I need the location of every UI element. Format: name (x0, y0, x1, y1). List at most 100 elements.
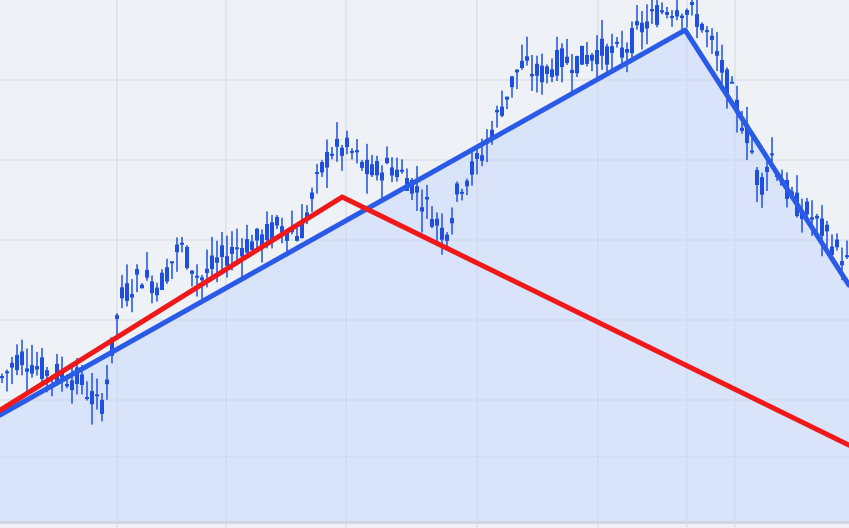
candle-body (745, 123, 749, 144)
candle-body (115, 315, 119, 319)
candle-body (630, 28, 634, 54)
candle-body (195, 275, 199, 278)
candle-body (675, 10, 679, 17)
candle-body (100, 399, 104, 414)
candle-body (315, 172, 319, 175)
candle-body (605, 46, 609, 65)
candle-body (260, 234, 264, 247)
candle-body (145, 269, 149, 278)
candle-body (680, 15, 684, 19)
candle-body (515, 69, 519, 73)
candle-body (375, 161, 379, 176)
candle-body (415, 186, 419, 193)
candle-body (340, 147, 344, 156)
candle-body (435, 218, 439, 226)
candle-body (30, 365, 34, 374)
candle-body (490, 129, 494, 141)
candle-body (180, 242, 184, 245)
candle-body (595, 50, 599, 65)
candle-body (305, 212, 309, 220)
candle-body (160, 272, 164, 291)
candle-body (510, 76, 514, 88)
candle-body (390, 167, 394, 176)
candle-body (835, 239, 839, 248)
candle-body (425, 196, 429, 200)
candle-body (730, 81, 734, 84)
candle-body (620, 47, 624, 58)
candle-body (245, 239, 249, 253)
candle-body (480, 155, 484, 161)
candle-body (240, 248, 244, 257)
candle-body (505, 96, 509, 100)
bottom-axis-bar (0, 521, 849, 524)
candle-body (585, 54, 589, 64)
candle-body (395, 169, 399, 178)
candle-body (715, 51, 719, 56)
candle-body (265, 224, 269, 240)
candle-body (285, 232, 289, 241)
candle-body (150, 281, 154, 294)
trend-lines (0, 27, 849, 448)
candle-body (205, 268, 209, 274)
candle-body (525, 56, 529, 61)
candle-body (25, 368, 29, 372)
candle-body (320, 162, 324, 173)
candle-body (400, 169, 404, 172)
candle-body (615, 41, 619, 44)
candle-body (190, 270, 194, 274)
candle-body (140, 284, 144, 289)
candle-body (135, 269, 139, 275)
candle-body (360, 161, 364, 168)
candle-body (690, 1, 694, 5)
candle-body (640, 22, 644, 33)
candle-body (185, 246, 189, 269)
candle-body (750, 150, 754, 153)
candle-body (650, 9, 654, 12)
candle-body (0, 376, 4, 379)
candle-body (20, 351, 24, 366)
candle-body (555, 49, 559, 76)
candle-body (105, 379, 109, 385)
candle-body (710, 35, 714, 40)
area-fill-under-blue-trend (0, 30, 849, 521)
candle-body (420, 207, 424, 212)
candle-body (755, 169, 759, 185)
candle-body (120, 287, 124, 299)
candle-body (60, 372, 64, 378)
candle-body (380, 172, 384, 181)
candle-body (845, 255, 849, 258)
candle-body (770, 153, 774, 156)
candle-body (530, 74, 534, 77)
candle-body (765, 166, 769, 172)
candle-body (110, 337, 114, 356)
candle-body (520, 60, 524, 69)
candle-body (410, 179, 414, 194)
candle-body (10, 362, 14, 368)
candle-body (655, 5, 659, 25)
candle-body (645, 21, 649, 29)
candle-body (465, 180, 469, 187)
candle-body (155, 287, 159, 296)
candle-body (670, 15, 674, 18)
candle-body (130, 294, 134, 298)
candle-body (440, 227, 444, 240)
candle-body (810, 217, 814, 220)
candle-body (665, 12, 669, 15)
candle-body (40, 357, 44, 379)
candle-body (760, 177, 764, 195)
candle-body (500, 106, 504, 116)
candle-body (235, 247, 239, 250)
candle-body (345, 137, 349, 148)
candle-body (550, 69, 554, 78)
candle-body (495, 109, 499, 113)
candle-body (740, 127, 744, 131)
candle-body (300, 222, 304, 238)
candle-body (385, 157, 389, 164)
candle-body (270, 222, 274, 240)
candle-body (820, 218, 824, 236)
blue-trend-line (0, 27, 849, 418)
candle-body (570, 69, 574, 74)
candle-body (610, 46, 614, 53)
candle-body (85, 397, 89, 400)
